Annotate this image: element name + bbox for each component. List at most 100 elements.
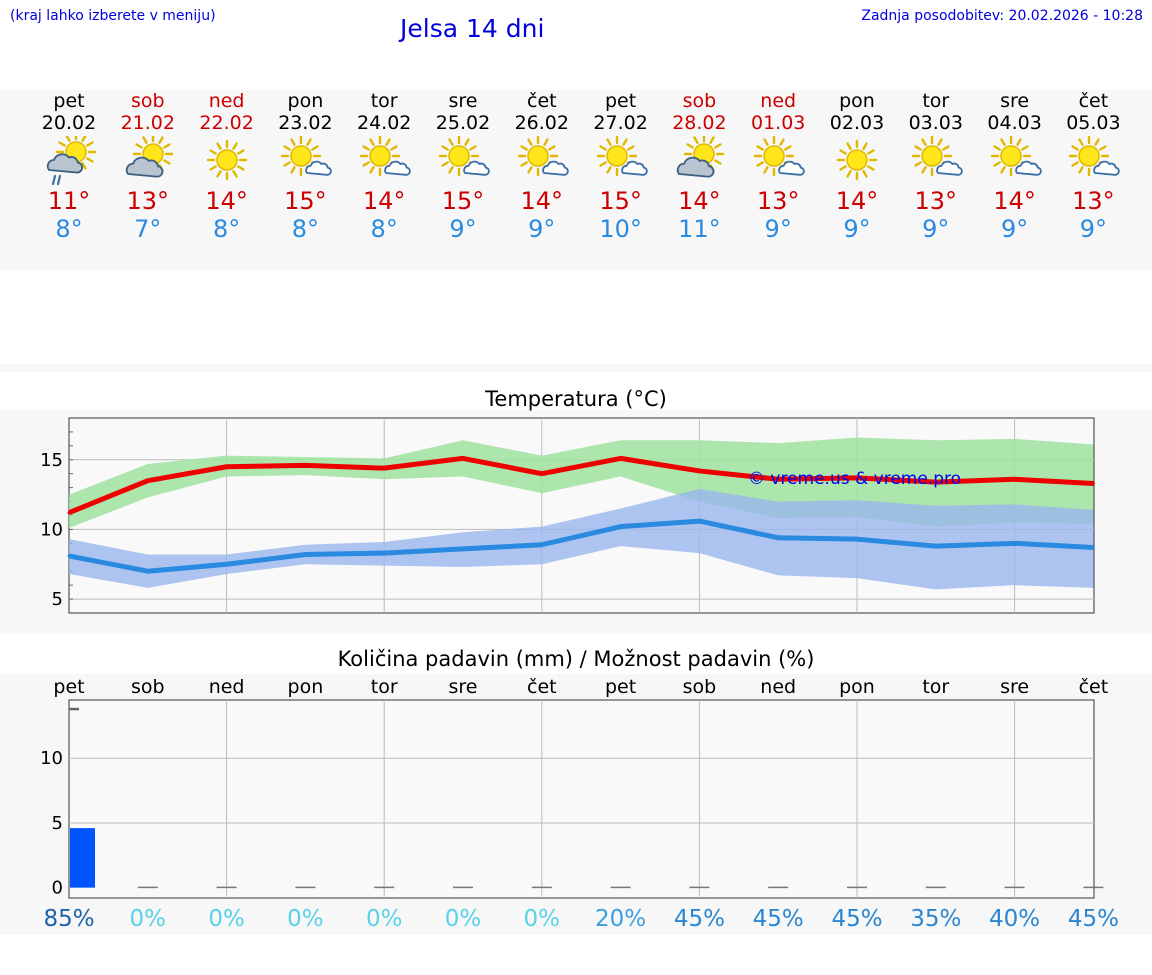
precip-day-label: sre	[449, 676, 478, 698]
day-date: 01.03	[750, 112, 806, 134]
precip-probability: 0%	[130, 906, 167, 932]
max-temperature: 15°	[284, 187, 327, 215]
precip-probability: 40%	[989, 906, 1040, 932]
precip-bar	[610, 886, 631, 889]
day-date: 26.02	[514, 112, 569, 134]
precip-probability: 45%	[831, 906, 882, 932]
temperature-chart: 5 10 15 © vreme.us & vreme.pro	[40, 417, 1095, 614]
min-temperature: 9°	[1079, 215, 1108, 243]
day-column: tor 24.02 14° 8°	[345, 90, 423, 243]
min-temperature-point	[1013, 541, 1017, 545]
precip-day-label: tor	[922, 676, 949, 698]
max-temperature-point	[776, 477, 780, 481]
day-column: pet 27.02 15° 10°	[582, 90, 660, 243]
precip-bar	[689, 886, 710, 889]
day-name: pon	[287, 90, 324, 112]
min-temperature: 7°	[134, 215, 162, 243]
precip-day-label: pon	[288, 676, 324, 698]
precip-day-label: sob	[683, 676, 717, 698]
day-name: sre	[448, 90, 478, 112]
day-date: 20.02	[41, 112, 97, 134]
min-temperature-point	[225, 562, 229, 566]
day-column: ned 01.03 13° 9°	[739, 90, 817, 243]
precip-bar	[768, 886, 789, 889]
min-temperature: 8°	[370, 215, 398, 243]
min-temperature-point	[146, 569, 150, 573]
last-update: Zadnja posodobitev: 20.02.2026 - 10:28	[861, 8, 1143, 24]
max-temperature-line	[68, 455, 1094, 516]
y-tick-label: 5	[52, 589, 63, 610]
precip-probability: 0%	[287, 906, 324, 932]
precip-probability: 0%	[366, 906, 403, 932]
min-temperature: 9°	[528, 215, 556, 243]
plot-area	[68, 699, 1095, 899]
day-column: pon 02.03 14° 9°	[818, 90, 896, 243]
min-temperature-point	[67, 554, 71, 558]
day-name: sob	[682, 90, 717, 112]
precip-bar	[847, 886, 867, 889]
day-column: sre 25.02 15° 9°	[424, 90, 502, 243]
day-column: pet 20.02 11° 8°	[30, 90, 108, 243]
day-column: sob 28.02 14° 11°	[660, 90, 738, 243]
precip-bar	[531, 886, 552, 889]
min-temperature-point	[1091, 546, 1095, 550]
sun-small-cloud-icon	[281, 136, 333, 177]
precip-day-label: tor	[371, 676, 398, 698]
min-temperature-point	[776, 536, 780, 540]
cloud-sun-icon	[677, 136, 725, 178]
day-column: čet 26.02 14° 9°	[503, 90, 581, 243]
day-name: ned	[760, 90, 797, 112]
precip-bar	[1083, 886, 1104, 889]
sun-small-cloud-icon	[990, 136, 1042, 177]
min-temperature: 9°	[449, 215, 477, 243]
min-temperature: 10°	[599, 215, 642, 243]
day-date: 05.03	[1066, 112, 1121, 134]
forecast-band	[0, 90, 1152, 270]
day-date: 27.02	[593, 112, 648, 134]
day-date: 25.02	[435, 112, 491, 134]
min-temperature: 9°	[1000, 215, 1029, 243]
max-temperature-point	[855, 476, 859, 480]
day-name: tor	[370, 90, 398, 112]
day-date: 03.03	[908, 112, 963, 134]
max-temperature: 13°	[756, 187, 800, 215]
precip-bar	[295, 886, 316, 889]
sun-small-cloud-icon	[517, 136, 569, 177]
precip-bar	[1004, 886, 1025, 889]
min-temperature-line	[68, 518, 1094, 574]
day-date: 23.02	[278, 112, 333, 134]
y-tick-label: 15	[40, 450, 63, 471]
day-name: ned	[208, 90, 245, 112]
max-temperature-point	[461, 456, 465, 460]
sun-icon	[206, 139, 247, 181]
precip-day-label: sre	[1000, 676, 1029, 698]
max-temperature-point	[67, 511, 71, 515]
precip-probability: 45%	[753, 906, 804, 932]
day-column: tor 03.03 13° 9°	[897, 90, 975, 243]
precip-day-label: čet	[527, 676, 557, 698]
day-date: 02.03	[829, 112, 885, 134]
precip-probability: 35%	[910, 906, 961, 932]
y-tick-label: 10	[40, 519, 63, 540]
min-temperature-point	[303, 553, 307, 556]
sun-small-cloud-icon	[1069, 136, 1121, 177]
precip-day-label: čet	[1079, 676, 1109, 698]
min-temperature-point	[461, 547, 465, 551]
max-temperature: 11°	[47, 187, 91, 215]
max-temperature: 15°	[599, 187, 642, 215]
divider-strip	[0, 364, 1152, 372]
max-temperature: 13°	[1072, 187, 1115, 215]
precip-day-label: ned	[209, 676, 245, 698]
y-tick-label: 10	[40, 748, 63, 769]
max-temperature: 14°	[993, 187, 1036, 215]
precip-probability: 85%	[43, 906, 94, 932]
precip-bar	[925, 886, 946, 889]
day-date: 24.02	[356, 112, 412, 134]
max-temperature: 14°	[520, 187, 564, 215]
min-range-band	[69, 489, 1094, 590]
cloud-sun-icon	[125, 136, 173, 178]
max-temperature-point	[303, 463, 307, 467]
max-temperature-point	[934, 480, 938, 484]
min-temperature: 8°	[55, 215, 83, 243]
min-temperature: 9°	[764, 215, 792, 243]
